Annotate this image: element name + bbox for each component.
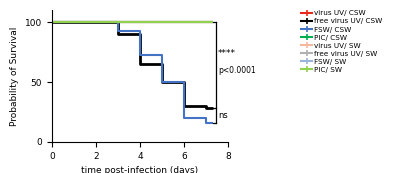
Legend: virus UV/ CSW, free virus UV/ CSW, FSW/ CSW, PIC/ CSW, virus UV/ SW, free virus : virus UV/ CSW, free virus UV/ CSW, FSW/ … bbox=[298, 7, 386, 76]
Text: p<0.0001: p<0.0001 bbox=[218, 66, 256, 75]
Text: ****: **** bbox=[218, 49, 236, 58]
Text: ns: ns bbox=[218, 111, 228, 120]
X-axis label: time post-infection (days): time post-infection (days) bbox=[82, 166, 198, 173]
Y-axis label: Probability of Survival: Probability of Survival bbox=[10, 26, 20, 126]
